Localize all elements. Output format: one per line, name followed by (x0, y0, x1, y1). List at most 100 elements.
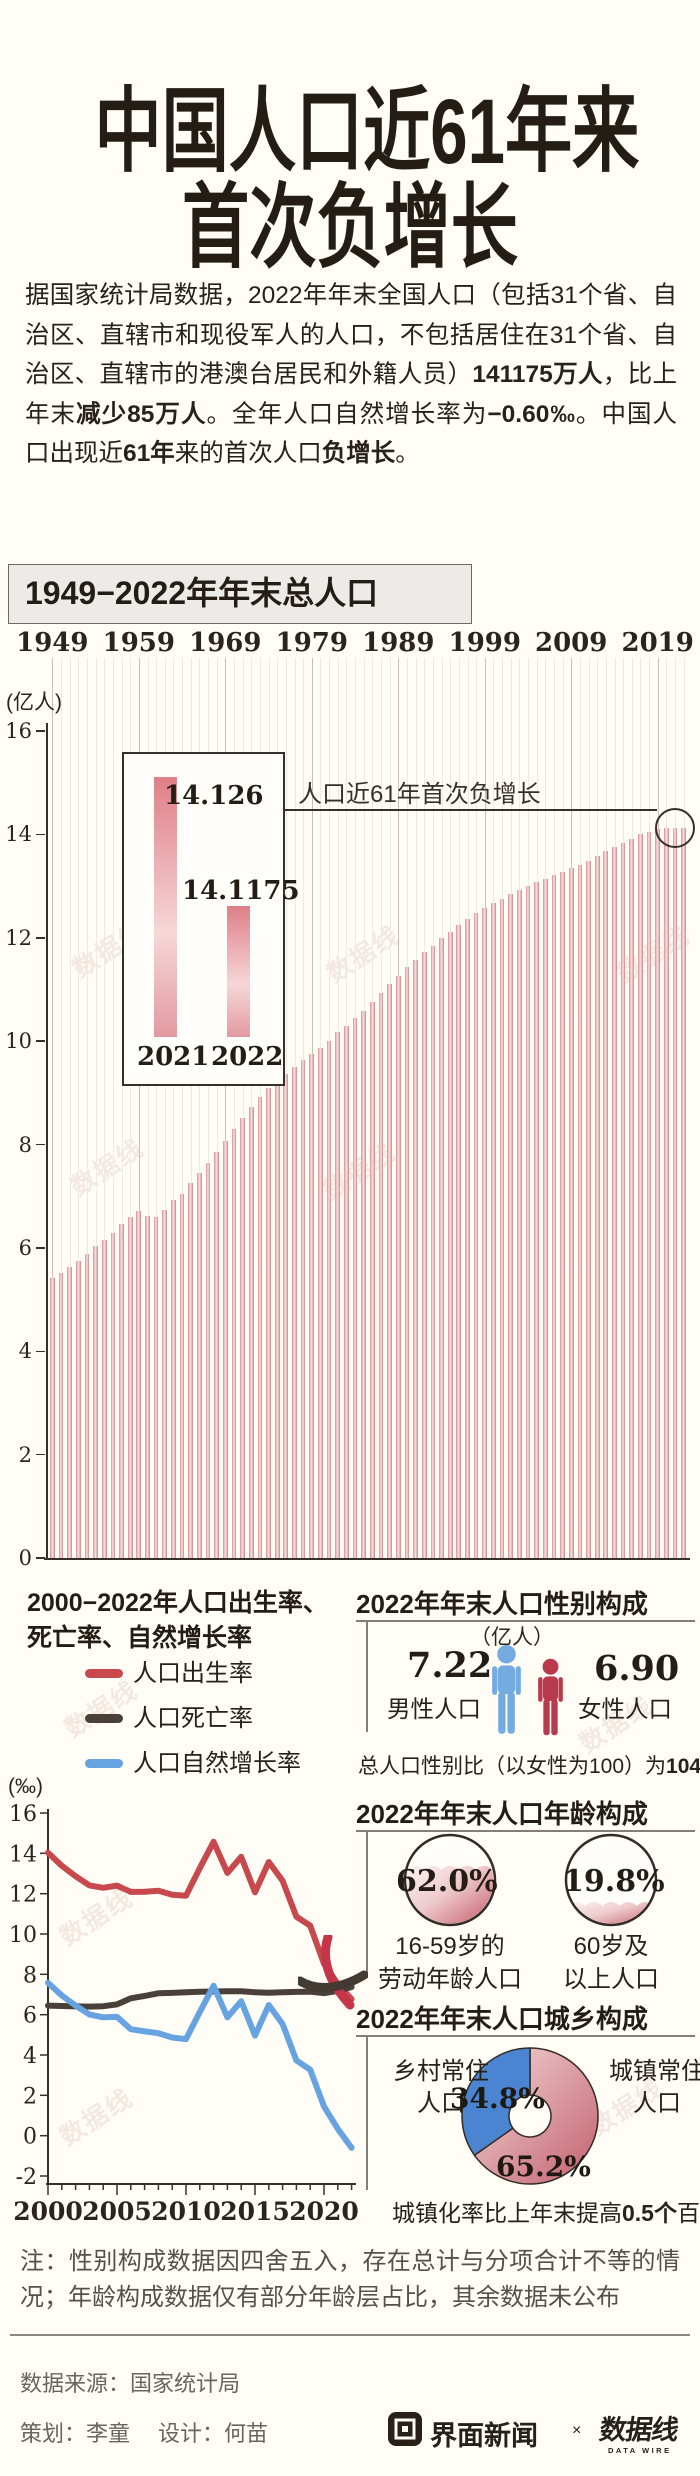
population-bar-1957 (119, 1224, 124, 1558)
population-bar-2002 (508, 893, 514, 1558)
population-bar-1978 (300, 1060, 306, 1558)
population-bar-1976 (283, 1073, 289, 1558)
population-bar-2019 (655, 829, 661, 1558)
population-bar-1972 (248, 1107, 254, 1558)
population-bar-2009 (568, 868, 574, 1558)
natural-growth-swatch (85, 1759, 123, 1768)
gender-section-rule (356, 1620, 695, 1622)
population-bar-2006 (542, 878, 548, 1558)
population-bar-1949 (49, 1277, 55, 1558)
elderly-caption-line-1: 60岁及 (573, 1933, 649, 1960)
population-section-header-label: 1949−2022年年末总人口 (25, 575, 379, 611)
y-tick-label-4: 4 (18, 1339, 32, 1364)
y-tick-label-16: 16 (5, 719, 32, 743)
svg-text:8: 8 (23, 1963, 37, 1988)
brand-separator: × (572, 2422, 582, 2439)
urban-section-rule (356, 2035, 695, 2037)
title-line-2: 首次负增长 (182, 177, 518, 279)
death-rate-label: 人口死亡率 (133, 1705, 253, 1732)
decade-gridline-1949 (52, 658, 54, 1558)
population-bar-2012 (594, 855, 600, 1558)
data-source: 数据来源：国家统计局 (20, 2371, 241, 2396)
y-tick-label-10: 10 (5, 1029, 32, 1054)
population-bar-2014 (612, 846, 617, 1558)
population-bar-1956 (110, 1233, 116, 1558)
svg-text:10: 10 (9, 1923, 37, 1948)
population-bar-1975 (274, 1080, 280, 1558)
population-section-header: 1949−2022年年末总人口 (8, 564, 472, 624)
urban-rural-donut-chart (461, 2047, 599, 2185)
decade-tick-label-1989: 1989 (362, 628, 435, 658)
y-tick-12 (36, 937, 45, 939)
svg-text:-2: -2 (16, 2165, 37, 2190)
population-bar-1979 (309, 1054, 315, 1558)
rural-pct: 34.8% (450, 2082, 545, 2115)
population-bar-2013 (603, 851, 609, 1558)
population-bar-2005 (534, 881, 539, 1558)
year-gridline (156, 658, 158, 1558)
year-gridline (130, 658, 132, 1558)
datawire-stamp-icon (298, 1935, 368, 2010)
datawire-logo-text: 数据线 (597, 2415, 680, 2445)
population-bar-1963 (171, 1200, 176, 1558)
population-bar-2010 (577, 864, 583, 1558)
decade-tick-label-1999: 1999 (448, 628, 521, 658)
female-person-icon (538, 1658, 563, 1736)
year-gridline (121, 658, 123, 1558)
population-bar-1965 (188, 1183, 194, 1558)
svg-text:2000: 2000 (13, 2197, 83, 2226)
legend-item-natural-growth-rate: 人口自然增长率 (0, 1750, 350, 1784)
sex-ratio-text: 总人口性别比（以女性为100）为104.69 (358, 1755, 700, 1778)
svg-text:12: 12 (9, 1883, 37, 1908)
male-population-value: 7.22 (407, 1645, 493, 1686)
y-tick-label-2: 2 (18, 1442, 32, 1467)
footer-divider (10, 2334, 690, 2336)
decade-tick-label-1969: 1969 (189, 628, 262, 658)
y-tick-label-14: 14 (5, 822, 32, 847)
population-bar-2008 (560, 871, 565, 1558)
y-tick-16 (36, 730, 45, 732)
year-gridline (182, 658, 184, 1558)
population-bar-1952 (75, 1260, 81, 1558)
male-population-label: 男性人口 (387, 1696, 481, 1722)
elderly-caption-line-2: 以上人口 (563, 1966, 659, 1993)
population-bar-1985 (361, 1010, 367, 1558)
year-gridline (173, 658, 175, 1558)
datawire-logo-subtext: DATA WIRE (608, 2446, 672, 2455)
population-bar-1953 (84, 1254, 90, 1558)
footnote: 注：性别构成数据因四舍五入，存在总计与分项合计不等的情况；年龄构成数据仅有部分年… (20, 2248, 680, 2311)
year-gridline (233, 658, 235, 1558)
population-bar-1984 (352, 1018, 358, 1558)
y-tick-label-8: 8 (18, 1132, 32, 1157)
urban-section-frame (366, 2035, 368, 2190)
decade-gridline-1969 (225, 658, 227, 1558)
population-bar-1969 (222, 1140, 228, 1558)
population-bar-chart: (亿人) 人口近61年首次负增长 14.126 14.1175 2021 202… (0, 628, 700, 1570)
population-bar-1962 (162, 1210, 168, 1558)
svg-text:0: 0 (23, 2125, 37, 2150)
urban-label-line-2: 人口 (633, 2090, 681, 2117)
population-bar-2020 (664, 828, 669, 1558)
age-section-rule (356, 1830, 695, 1832)
year-gridline (86, 658, 88, 1558)
population-bar-1968 (214, 1152, 219, 1558)
elderly-pct: 19.8% (563, 1864, 665, 1899)
year-gridline (147, 658, 149, 1558)
natural-growth-label: 人口自然增长率 (133, 1750, 301, 1777)
legend-item-death-rate: 人口死亡率 (0, 1705, 350, 1739)
year-gridline (78, 658, 80, 1558)
decade-tick-label-2019: 2019 (621, 628, 694, 658)
y-axis-unit-label: (亿人) (6, 691, 62, 714)
population-bar-2015 (620, 843, 626, 1558)
population-bar-1987 (378, 993, 384, 1558)
y-tick-label-6: 6 (18, 1235, 32, 1260)
y-tick-label-0: 0 (18, 1546, 32, 1570)
population-bar-1980 (318, 1047, 323, 1558)
population-bar-1955 (101, 1240, 107, 1558)
svg-text:4: 4 (23, 2044, 37, 2069)
jiemian-logo-text: 界面新闻 (430, 2421, 538, 2451)
population-bar-2016 (629, 838, 635, 1558)
year-gridline (216, 658, 218, 1558)
svg-text:14: 14 (9, 1842, 37, 1867)
year-gridline (104, 658, 106, 1558)
